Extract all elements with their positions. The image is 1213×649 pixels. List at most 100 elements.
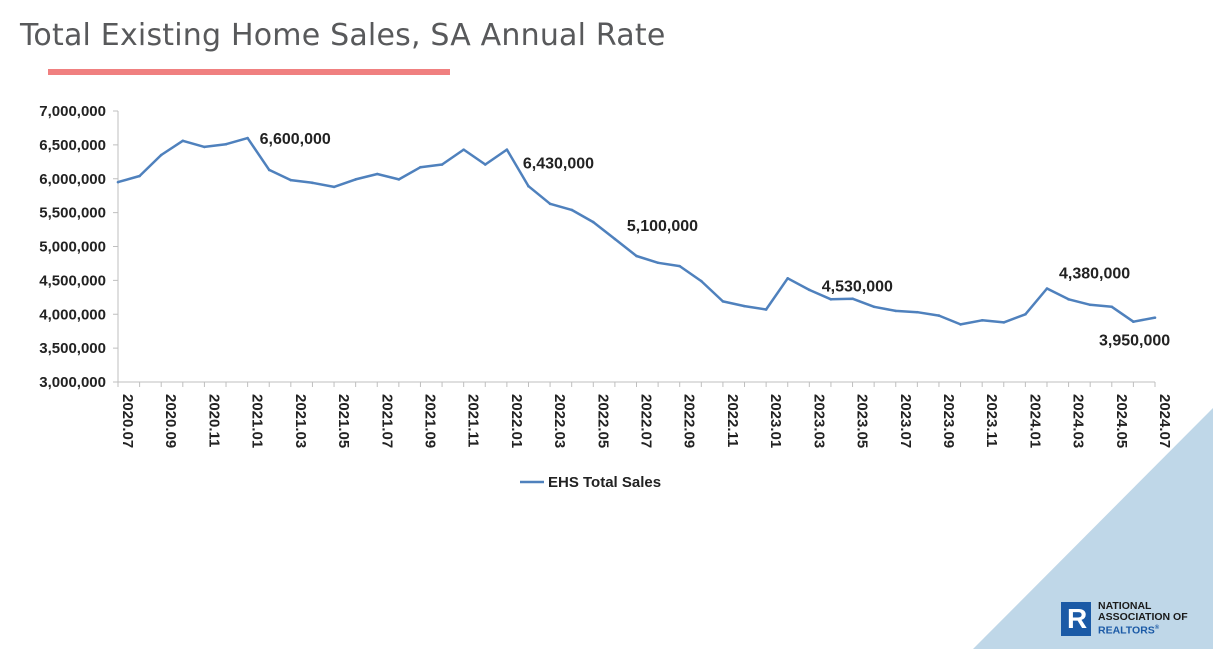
x-tick-label: 2021.03: [292, 394, 309, 448]
x-tick-label: 2020.07: [119, 394, 136, 448]
data-point: [786, 277, 790, 280]
x-tick-label: 2022.07: [638, 394, 655, 448]
data-point: [570, 208, 573, 212]
x-tick-label: 2023.09: [940, 394, 957, 448]
x-tick-label: 2022.11: [724, 394, 741, 447]
data-point: [527, 184, 530, 188]
data-point: [116, 180, 120, 184]
data-point: [462, 148, 465, 151]
x-axis: 2020.07 2020.09 2020.11 2021.01 2021.03 2021.…: [117, 381, 1173, 448]
data-point: [829, 298, 833, 301]
data-point: [916, 310, 919, 314]
series-layer: [116, 136, 1157, 326]
data-point: [1132, 320, 1135, 324]
x-tick-label: 2021.07: [378, 394, 395, 448]
y-tick-label: 4,500,000: [39, 272, 106, 289]
data-point: [483, 163, 487, 166]
y-tick-label: 3,000,000: [39, 374, 106, 391]
data-point: [311, 181, 314, 185]
data-point: [332, 185, 336, 189]
annotation-layer: 6,600,000 6,430,000 5,100,000 4,530,000 4,38…: [260, 131, 1171, 350]
data-point: [851, 297, 854, 300]
y-tick-label: 4,000,000: [39, 306, 106, 323]
data-point: [678, 264, 682, 268]
x-tick-label: 2020.11: [205, 394, 222, 447]
registered-mark: ®: [1154, 625, 1160, 631]
x-tick-label: 2022.09: [681, 394, 698, 448]
data-point: [138, 174, 141, 178]
data-point: [397, 178, 401, 181]
slide-title: Total Existing Home Sales, SA Annual Rat…: [20, 18, 666, 53]
legend-label: EHS Total Sales: [548, 474, 661, 491]
y-tick-label: 6,000,000: [39, 171, 106, 188]
y-axis: 3,000,000 3,500,000 4,000,000 4,500,000 5,00…: [39, 103, 119, 391]
data-point: [743, 304, 746, 308]
data-label: 5,100,000: [627, 218, 698, 235]
x-tick-label: 2022.01: [508, 394, 525, 448]
realtor-r-logo-icon: R: [1061, 601, 1091, 636]
line-chart: 3,000,000 3,500,000 4,000,000 4,500,000 5,00…: [39, 103, 1173, 491]
y-tick-label: 7,000,000: [39, 103, 106, 120]
data-point: [1110, 305, 1114, 309]
x-tick-label: 2023.01: [767, 394, 784, 448]
legend: EHS Total Sales: [520, 474, 661, 491]
data-point: [505, 148, 509, 151]
x-tick-label: 2022.03: [551, 394, 568, 448]
data-point: [1024, 312, 1027, 316]
data-label: 6,600,000: [260, 131, 331, 148]
data-label: 6,430,000: [523, 156, 594, 173]
logo-line-2: ASSOCIATION OF: [1098, 611, 1188, 623]
data-point: [980, 319, 984, 322]
data-point: [1153, 316, 1157, 319]
x-tick-label: 2024.05: [1113, 394, 1130, 448]
data-point: [1002, 321, 1006, 324]
data-label: 3,950,000: [1099, 333, 1170, 350]
logo-mark-letter: R: [1067, 602, 1088, 634]
y-tick-label: 3,500,000: [39, 340, 106, 357]
nar-logo: R NATIONAL ASSOCIATION OF REALTORS®: [1061, 601, 1188, 637]
data-point: [1045, 287, 1049, 290]
data-point: [937, 314, 941, 317]
y-tick-label: 5,000,000: [39, 239, 106, 256]
data-point: [548, 202, 552, 206]
x-tick-label: 2021.05: [335, 394, 352, 448]
data-point: [808, 288, 811, 292]
data-point: [224, 142, 228, 146]
logo-text: NATIONAL ASSOCIATION OF REALTORS®: [1098, 601, 1188, 637]
x-tick-label: 2020.09: [162, 394, 179, 448]
x-tick-label: 2022.05: [594, 394, 611, 448]
data-point: [613, 237, 617, 241]
data-point: [354, 178, 357, 181]
x-tick-label: 2021.09: [421, 394, 438, 448]
data-point: [1067, 298, 1070, 301]
y-tick-label: 5,500,000: [39, 205, 106, 222]
title-underline: [48, 69, 450, 75]
data-point: [159, 153, 163, 157]
x-tick-label: 2024.07: [1156, 394, 1173, 448]
x-tick-label: 2021.01: [249, 394, 266, 448]
data-point: [419, 165, 422, 169]
data-point: [635, 254, 638, 258]
data-point: [700, 279, 703, 283]
x-tick-label: 2023.03: [810, 394, 827, 448]
data-point: [591, 220, 595, 224]
data-point: [894, 309, 898, 313]
data-point: [246, 136, 249, 140]
data-point: [1088, 303, 1092, 307]
data-point: [959, 323, 962, 326]
data-point: [764, 308, 768, 311]
data-point: [872, 305, 876, 309]
x-tick-label: 2023.07: [897, 394, 914, 448]
data-label: 4,530,000: [822, 278, 893, 295]
data-point: [375, 172, 379, 176]
data-point: [656, 261, 660, 265]
x-tick-label: 2024.03: [1070, 394, 1087, 448]
logo-line-3: REALTORS®: [1098, 623, 1188, 637]
data-label: 4,380,000: [1059, 266, 1130, 283]
x-tick-label: 2023.11: [983, 394, 1000, 447]
x-tick-label: 2021.11: [465, 394, 482, 447]
logo-line-3-text: REALTORS: [1098, 624, 1155, 637]
x-tick-label: 2023.05: [854, 394, 871, 448]
logo-line-1: NATIONAL: [1098, 600, 1152, 612]
data-point: [721, 300, 725, 303]
